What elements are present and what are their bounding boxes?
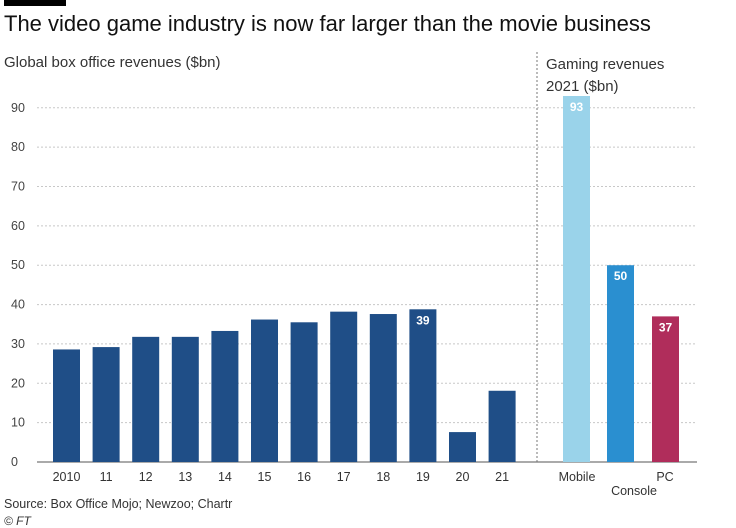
gaming-subtitle: Gaming revenues 2021 ($bn)	[546, 54, 664, 98]
box-office-bar	[92, 347, 120, 462]
gaming-bar	[652, 316, 679, 462]
y-tick-label: 60	[11, 219, 25, 233]
box-office-bar	[53, 349, 80, 462]
x-tick-label: Mobile	[559, 470, 596, 484]
y-tick-label: 30	[11, 337, 25, 351]
x-tick-label: 16	[297, 470, 311, 484]
x-tick-label: 12	[139, 470, 153, 484]
box-office-bar	[290, 322, 318, 462]
y-tick-label: 40	[11, 298, 25, 312]
source-note: Source: Box Office Mojo; Newzoo; Chartr	[4, 497, 233, 511]
chart-title: The video game industry is now far large…	[4, 11, 651, 36]
x-tick-label: 20	[456, 470, 470, 484]
box-office-bar	[449, 432, 476, 462]
y-tick-label: 90	[11, 101, 25, 115]
x-tick-label: 2010	[53, 470, 81, 484]
copyright-credit: © FT	[4, 514, 31, 528]
x-tick-label: 15	[258, 470, 272, 484]
x-tick-label: 13	[178, 470, 192, 484]
gaming-subtitle-line-1: Gaming revenues	[546, 56, 665, 73]
y-tick-label: 10	[11, 416, 25, 430]
data-label: 37	[659, 320, 673, 334]
x-tick-label: 11	[100, 470, 113, 484]
gaming-bar	[607, 265, 634, 462]
data-label: 50	[614, 269, 628, 283]
brand-bar	[4, 0, 66, 6]
box-office-bar	[251, 319, 278, 462]
x-tick-label: 18	[376, 470, 390, 484]
box-office-subtitle: Global box office revenues ($bn)	[4, 54, 221, 71]
box-office-bar	[488, 390, 516, 462]
y-tick-label: 50	[11, 258, 25, 272]
box-office-bar	[132, 336, 160, 462]
x-tick-label: PC	[656, 470, 673, 484]
x-tick-label: 14	[218, 470, 232, 484]
box-office-bar	[171, 336, 199, 462]
data-label: 39	[416, 313, 430, 327]
box-office-bar	[409, 309, 437, 462]
gaming-subtitle-line-2: 2021 ($bn)	[546, 78, 619, 95]
x-tick-label: 19	[416, 470, 430, 484]
box-office-bar	[211, 330, 239, 462]
x-tick-label: 21	[495, 470, 509, 484]
gaming-bar	[563, 96, 590, 462]
data-label: 93	[570, 100, 584, 114]
box-office-bar	[330, 311, 358, 462]
y-tick-label: 80	[11, 140, 25, 154]
x-tick-label: 17	[337, 470, 351, 484]
y-tick-label: 70	[11, 180, 25, 194]
y-tick-label: 20	[11, 376, 25, 390]
x-tick-label: Console	[611, 484, 657, 498]
box-office-bar	[369, 314, 397, 462]
y-tick-label: 0	[11, 455, 18, 469]
